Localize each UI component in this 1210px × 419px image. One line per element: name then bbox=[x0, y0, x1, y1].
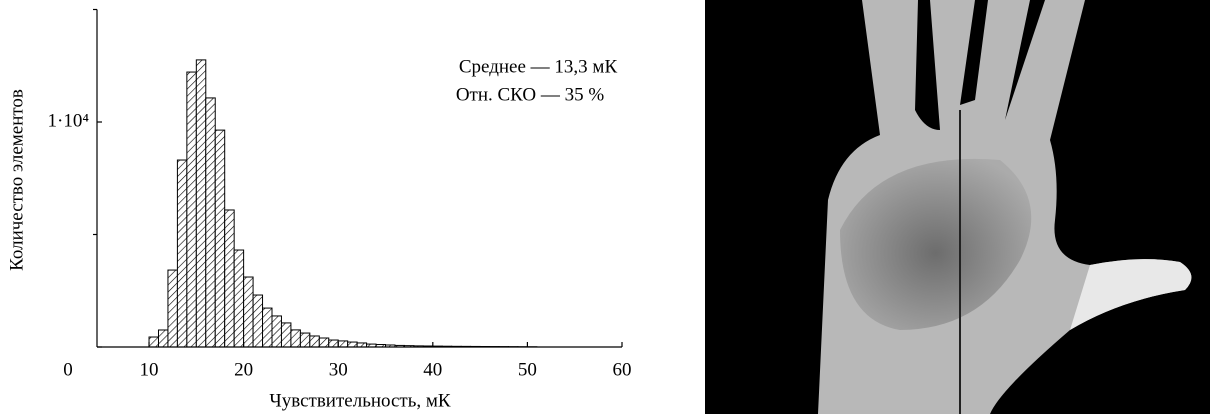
bar bbox=[149, 337, 158, 347]
y-axis-label: Количество элементов bbox=[6, 89, 27, 271]
bar bbox=[234, 250, 243, 347]
bar bbox=[253, 295, 262, 347]
bar bbox=[158, 330, 167, 347]
bar bbox=[319, 338, 328, 347]
bar bbox=[357, 343, 366, 347]
bar bbox=[272, 316, 281, 347]
bar bbox=[329, 340, 338, 347]
x-tick-label: 60 bbox=[613, 359, 632, 380]
bar bbox=[196, 60, 205, 347]
bar bbox=[281, 323, 290, 347]
y-tick-label: 0 bbox=[63, 359, 73, 380]
bar bbox=[244, 277, 253, 347]
bar bbox=[348, 342, 357, 347]
bar bbox=[300, 333, 309, 347]
bar bbox=[225, 210, 234, 347]
x-axis-label: Чувствительность, мК bbox=[269, 390, 451, 411]
bar bbox=[215, 130, 224, 347]
x-tick-label: 10 bbox=[140, 359, 159, 380]
x-tick-label: 40 bbox=[423, 359, 442, 380]
bar bbox=[310, 336, 319, 347]
figure: Среднее — 13,3 мК Отн. СКО — 35 % Чувств… bbox=[0, 0, 1210, 414]
bar bbox=[206, 98, 215, 347]
bar bbox=[338, 341, 347, 347]
x-tick-label: 30 bbox=[329, 359, 348, 380]
bar bbox=[187, 72, 196, 347]
x-tick-label: 20 bbox=[234, 359, 253, 380]
annotation: Среднее — 13,3 мК bbox=[459, 56, 618, 77]
bar bbox=[177, 160, 186, 347]
y-tick-label: 1·10⁴ bbox=[48, 110, 90, 131]
bar bbox=[168, 270, 177, 347]
thermal-image bbox=[705, 0, 1210, 414]
annotation: Отн. СКО — 35 % bbox=[456, 84, 605, 105]
histogram-chart: Среднее — 13,3 мК Отн. СКО — 35 % Чувств… bbox=[6, 10, 631, 412]
bar bbox=[291, 330, 300, 347]
bar bbox=[263, 308, 272, 347]
x-tick-label: 50 bbox=[518, 359, 537, 380]
